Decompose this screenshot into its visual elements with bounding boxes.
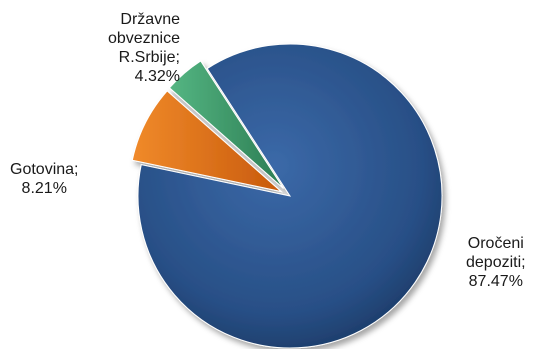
slice-label-line: Državne [120,11,180,28]
slice-label-gotovina: Gotovina; 8.21% [10,160,78,198]
slice-label-line: 8.21% [21,180,67,197]
slice-label-line: Oročeni [467,235,524,252]
slice-label-line: obveznice [107,30,180,47]
pie-slice-gotovina [131,90,283,193]
slice-label-line: R.Srbije; [118,49,180,66]
slice-label-line: depoziti; [466,254,526,271]
pie-slice-oro-eni-depoziti [137,43,443,349]
slice-label-line: 87.47% [468,273,523,290]
slice-label-drzavne-obveznice: Državne obveznice R.Srbije; 4.32% [76,10,180,86]
slice-label-orocheni-depoziti: Oročeni depoziti; 87.47% [466,234,526,291]
slice-label-line: 4.32% [134,68,180,85]
slice-label-line: Gotovina; [10,161,79,178]
pie-slice-dr-avne-obveznice-r-srbije [168,60,284,189]
